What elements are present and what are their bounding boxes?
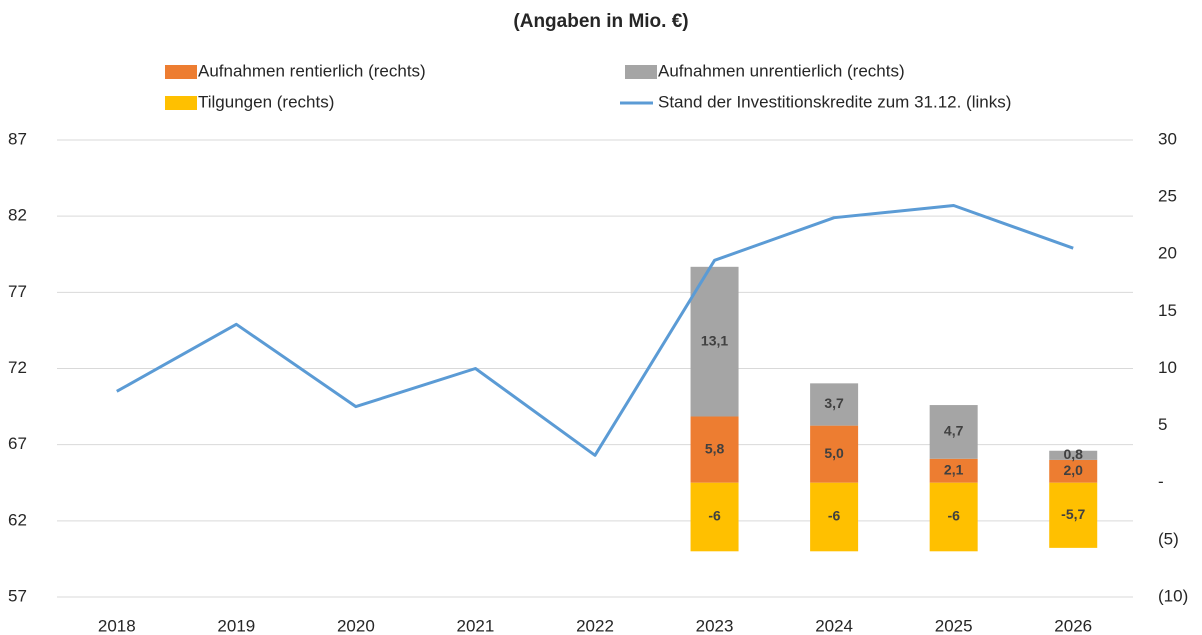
y-tick-label: 87 (8, 129, 27, 148)
x-tick-label: 2019 (217, 616, 255, 635)
legend-swatch (165, 96, 197, 110)
data-label: -6 (708, 508, 721, 524)
bar (690, 266, 739, 417)
data-label: 5,8 (705, 440, 725, 456)
y2-tick-label: - (1158, 472, 1164, 491)
data-label: 2,0 (1063, 462, 1083, 478)
x-tick-label: 2025 (935, 616, 973, 635)
x-tick-label: 2022 (576, 616, 614, 635)
bar (929, 458, 978, 483)
y-tick-label: 77 (8, 282, 27, 301)
y-tick-label: 72 (8, 358, 27, 377)
data-label: 4,7 (944, 423, 964, 439)
bar (810, 482, 859, 552)
data-label: 0,8 (1063, 446, 1083, 462)
y2-tick-label: 25 (1158, 187, 1177, 206)
data-label: 2,1 (944, 461, 964, 477)
x-tick-label: 2018 (98, 616, 136, 635)
bar (810, 383, 859, 426)
legend-label: Tilgungen (rechts) (198, 92, 334, 111)
y-tick-label: 62 (8, 510, 27, 529)
legend-label: Stand der Investitionskredite zum 31.12.… (658, 92, 1011, 111)
data-label: 3,7 (824, 395, 844, 411)
y2-tick-label: (10) (1158, 586, 1188, 605)
y2-tick-label: 30 (1158, 129, 1177, 148)
bar (1049, 459, 1098, 483)
x-tick-label: 2021 (457, 616, 495, 635)
y2-tick-label: 20 (1158, 244, 1177, 263)
y-tick-label: 82 (8, 206, 27, 225)
legend-label: Aufnahmen rentierlich (rechts) (198, 61, 426, 80)
bar (1049, 482, 1098, 548)
y2-tick-label: 5 (1158, 415, 1167, 434)
x-tick-label: 2024 (815, 616, 853, 635)
bar (690, 416, 739, 483)
y2-tick-label: 15 (1158, 301, 1177, 320)
bar (929, 405, 978, 459)
data-label: 5,0 (824, 445, 844, 461)
data-label: -5,7 (1061, 506, 1085, 522)
y2-tick-label: 10 (1158, 358, 1177, 377)
chart-title: (Angaben in Mio. €) (513, 11, 688, 32)
y-tick-label: 57 (8, 586, 27, 605)
line (116, 204, 1074, 457)
legend-label: Aufnahmen unrentierlich (rechts) (658, 61, 905, 80)
bar (1049, 450, 1098, 460)
y2-tick-label: (5) (1158, 529, 1179, 548)
legend-swatch (625, 65, 657, 79)
data-label: -6 (947, 508, 960, 524)
y-tick-label: 67 (8, 434, 27, 453)
bar (690, 482, 739, 552)
bar (810, 425, 859, 483)
legend-swatch (165, 65, 197, 79)
data-label: 13,1 (701, 332, 728, 348)
x-tick-label: 2023 (696, 616, 734, 635)
x-tick-label: 2020 (337, 616, 375, 635)
data-label: -6 (828, 508, 841, 524)
x-tick-label: 2026 (1054, 616, 1092, 635)
bar (929, 482, 978, 552)
